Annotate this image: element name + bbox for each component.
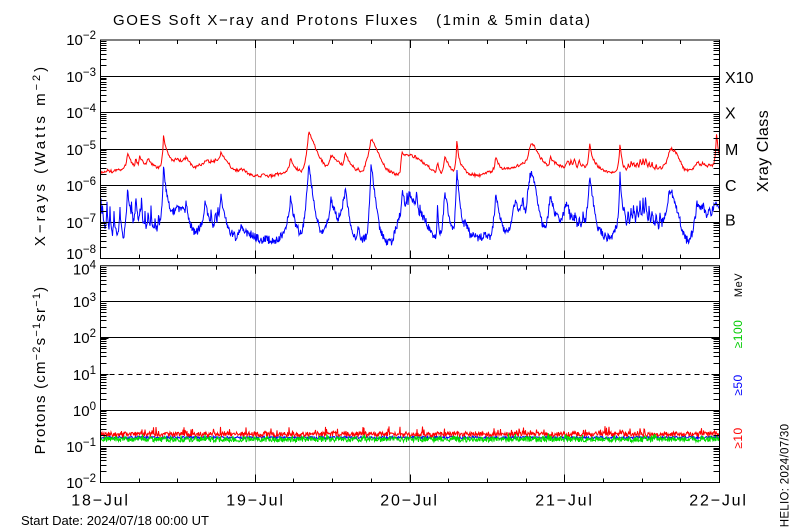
- svg-text:Xray Class: Xray Class: [755, 110, 772, 192]
- svg-text:20−Jul: 20−Jul: [380, 493, 438, 510]
- svg-text:X10: X10: [725, 70, 754, 87]
- svg-text:10−7: 10−7: [66, 213, 96, 232]
- svg-text:10−2: 10−2: [66, 473, 96, 492]
- svg-text:104: 104: [73, 259, 97, 278]
- svg-text:X−rays (Watts m−2): X−rays (Watts m−2): [31, 64, 49, 246]
- svg-text:M: M: [725, 142, 738, 159]
- svg-text:10−6: 10−6: [66, 176, 96, 195]
- svg-text:≥50: ≥50: [731, 374, 745, 395]
- svg-text:10−2: 10−2: [66, 30, 96, 49]
- svg-text:102: 102: [73, 328, 96, 347]
- svg-text:C: C: [725, 178, 737, 195]
- svg-text:22−Jul: 22−Jul: [689, 493, 747, 510]
- svg-text:10−4: 10−4: [66, 103, 96, 122]
- svg-text:GOES Soft X−ray and Protons Fl: GOES Soft X−ray and Protons Fluxes (1min…: [113, 12, 592, 29]
- svg-text:10−3: 10−3: [66, 67, 96, 86]
- svg-text:18−Jul: 18−Jul: [71, 493, 129, 510]
- svg-text:100: 100: [73, 401, 96, 420]
- svg-text:≥100: ≥100: [731, 320, 745, 349]
- svg-text:19−Jul: 19−Jul: [226, 493, 284, 510]
- svg-text:10−8: 10−8: [66, 244, 96, 263]
- svg-text:21−Jul: 21−Jul: [535, 493, 593, 510]
- svg-text:101: 101: [73, 365, 96, 384]
- svg-text:≥10: ≥10: [731, 427, 745, 448]
- svg-text:Start Date: 2024/07/18 00:00 U: Start Date: 2024/07/18 00:00 UT: [21, 513, 209, 528]
- svg-text:Protons (cm−2s−1sr−1): Protons (cm−2s−1sr−1): [31, 286, 49, 455]
- svg-text:HELIO: 2024/07/30: HELIO: 2024/07/30: [780, 424, 792, 528]
- svg-text:X: X: [725, 106, 736, 123]
- svg-text:10−5: 10−5: [66, 140, 96, 159]
- svg-text:10−1: 10−1: [66, 437, 96, 456]
- svg-text:MeV: MeV: [733, 273, 745, 297]
- svg-text:103: 103: [73, 292, 96, 311]
- svg-text:B: B: [725, 212, 736, 229]
